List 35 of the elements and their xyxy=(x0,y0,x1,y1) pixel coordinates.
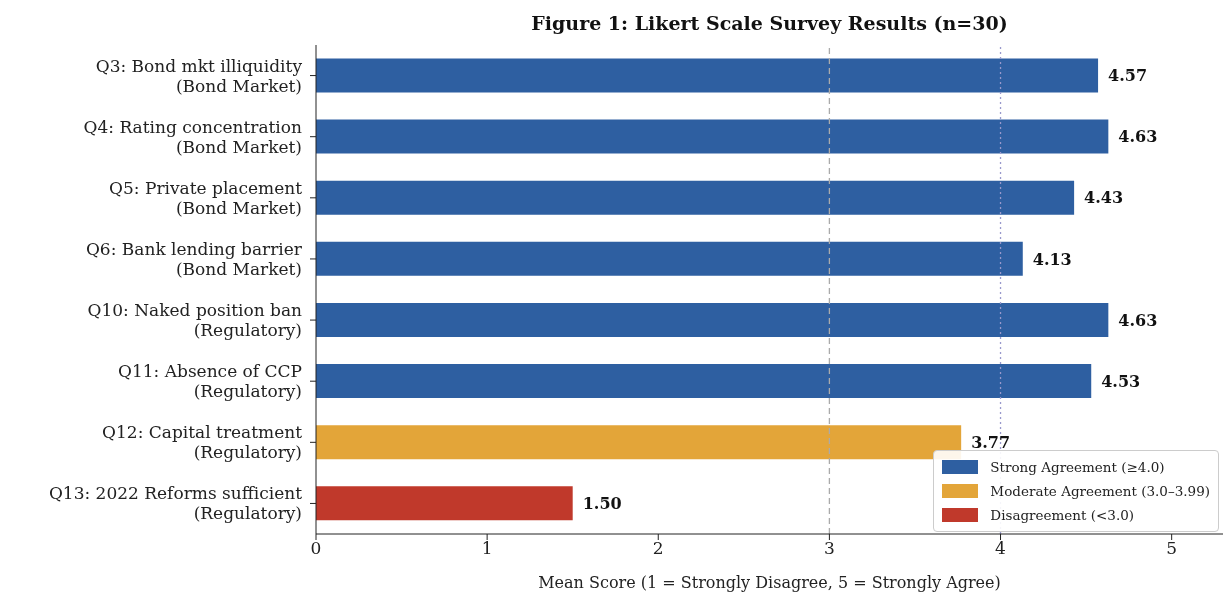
y-tick-label: Q13: 2022 Reforms sufficient (Regulatory) xyxy=(48,483,303,524)
legend-label: Moderate Agreement (3.0–3.99) xyxy=(990,483,1210,499)
data-label: 4.57 xyxy=(1108,66,1148,86)
legend-label: Strong Agreement (≥4.0) xyxy=(990,459,1165,475)
bar xyxy=(316,364,1092,399)
bar xyxy=(316,486,573,521)
data-label: 4.63 xyxy=(1118,310,1158,330)
bar xyxy=(316,58,1099,93)
y-tick-label: Q11: Absence of CCP (Regulatory) xyxy=(118,361,302,402)
bar xyxy=(316,180,1075,215)
x-tick-label: 5 xyxy=(1166,538,1178,559)
data-label: 4.63 xyxy=(1118,127,1158,147)
y-tick-label: Q4: Rating concentration (Bond Market) xyxy=(83,116,303,157)
y-tick-label: Q5: Private placement (Bond Market) xyxy=(109,177,303,218)
data-label: 4.43 xyxy=(1084,188,1124,208)
chart-title: Figure 1: Likert Scale Survey Results (n=30) xyxy=(530,12,1009,34)
y-tick-label: Q12: Capital treatment (Regulatory) xyxy=(102,422,303,463)
x-tick-label: 1 xyxy=(481,538,493,559)
data-label: 4.53 xyxy=(1101,371,1141,391)
bar xyxy=(316,119,1109,154)
x-tick-label: 3 xyxy=(823,538,835,559)
x-tick-label: 4 xyxy=(995,538,1006,559)
y-tick-label: Q3: Bond mkt illiquidity (Bond Market) xyxy=(95,55,303,96)
data-label: 4.13 xyxy=(1032,249,1072,269)
x-axis-title: Mean Score (1 = Strongly Disagree, 5 = Strongly Agree) xyxy=(538,573,1001,592)
y-tick-label: Q10: Naked position ban (Regulatory) xyxy=(87,300,303,341)
x-tick-label: 2 xyxy=(652,538,664,559)
legend-label: Disagreement (<3.0) xyxy=(990,507,1135,523)
bar xyxy=(316,425,962,460)
data-label: 1.50 xyxy=(582,494,622,513)
x-tick-label: 0 xyxy=(310,538,322,559)
bar xyxy=(316,241,1023,276)
bar xyxy=(316,302,1109,337)
data-label: 3.77 xyxy=(971,432,1011,452)
y-tick-label: Q6: Bank lending barrier (Bond Market) xyxy=(85,238,303,279)
